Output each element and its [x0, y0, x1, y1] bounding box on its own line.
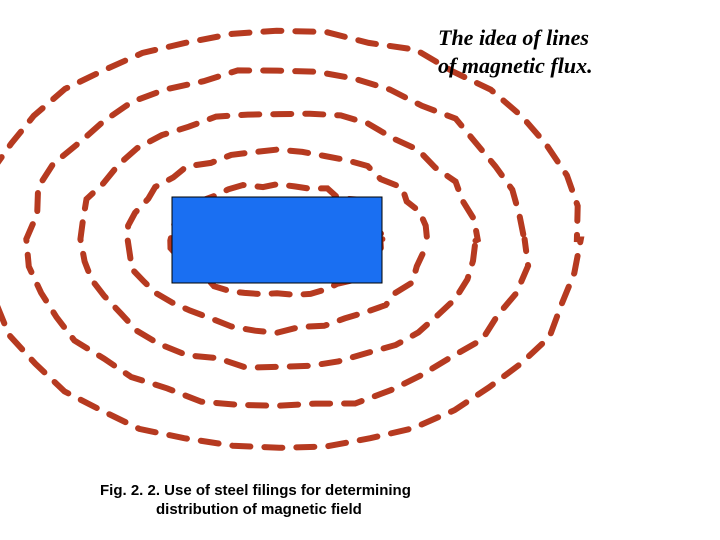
figure-caption: Fig. 2. 2. Use of steel filings for dete… [100, 482, 411, 520]
bar-magnet [172, 197, 382, 283]
title-line-1: The idea of lines [438, 25, 589, 50]
title-line-2: of magnetic flux. [438, 53, 593, 78]
magnetic-field-svg [0, 0, 720, 540]
caption-line-2: distribution of magnetic field [100, 501, 362, 518]
diagram-canvas: The idea of lines of magnetic flux. Fig.… [0, 0, 720, 540]
slide-title: The idea of lines of magnetic flux. [438, 24, 688, 79]
caption-line-1: Fig. 2. 2. Use of steel filings for dete… [100, 482, 411, 499]
